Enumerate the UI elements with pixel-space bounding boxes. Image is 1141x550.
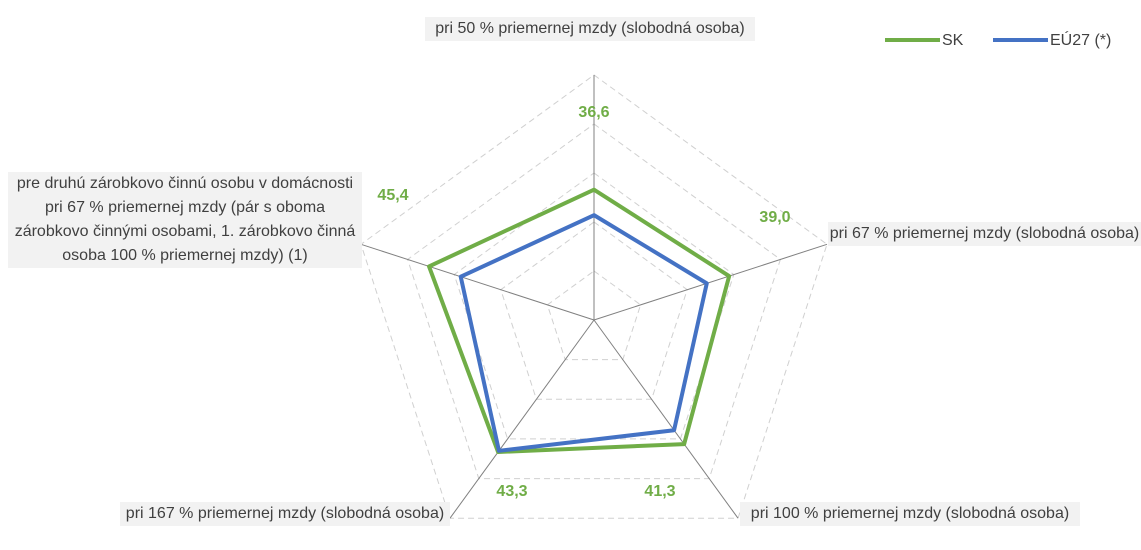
grid-ring: [546, 270, 642, 361]
axis-spoke: [593, 319, 739, 519]
data-label: 41,3: [644, 483, 675, 500]
axis-label: pri 50 % priemernej mzdy (slobodná osoba…: [425, 17, 755, 41]
grid-ring: [407, 123, 781, 480]
series-line: [427, 187, 732, 455]
grid-ring: [360, 74, 828, 519]
axis-label: pri 167 % priemernej mzdy (slobodná osob…: [120, 502, 450, 526]
axis-label: pri 100 % priemernej mzdy (slobodná osob…: [740, 502, 1080, 526]
series-line: [458, 213, 709, 453]
axis-label: pri 67 % priemernej mzdy (slobodná osoba…: [828, 222, 1141, 246]
grid-ring: [500, 221, 688, 400]
data-label: 39,0: [759, 209, 790, 226]
data-label: 43,3: [496, 483, 527, 500]
axis-spoke: [593, 243, 828, 321]
legend-label: SK: [942, 32, 964, 49]
axis-spoke: [449, 319, 595, 519]
data-label: 45,4: [377, 187, 408, 204]
data-label: 36,6: [578, 104, 609, 121]
axis-spoke: [360, 243, 595, 321]
legend-label: EÚ27 (*): [1050, 30, 1111, 49]
axis-label: pre druhú zárobkovo činnú osobu v domácn…: [8, 172, 362, 268]
